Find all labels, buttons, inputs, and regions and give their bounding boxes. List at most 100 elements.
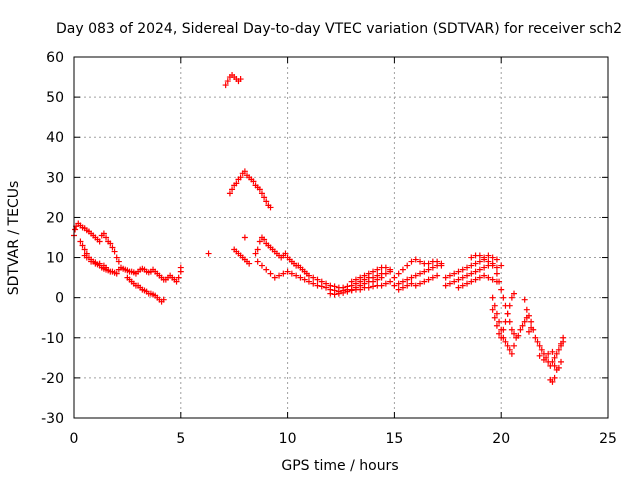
data-point	[83, 254, 90, 261]
data-point	[421, 268, 428, 275]
data-point	[521, 296, 528, 303]
data-point	[109, 244, 116, 251]
data-point	[77, 238, 84, 245]
data-point	[261, 236, 268, 243]
data-point	[540, 356, 547, 363]
data-point	[459, 274, 466, 281]
data-point	[288, 270, 295, 277]
data-point	[256, 186, 263, 193]
data-point	[224, 78, 231, 85]
data-point	[519, 322, 526, 329]
data-point	[511, 290, 518, 297]
data-point	[489, 276, 496, 283]
data-point	[348, 278, 355, 285]
data-point	[412, 256, 419, 263]
data-point	[258, 262, 265, 269]
data-point	[489, 254, 496, 261]
y-tick-label: 60	[46, 50, 64, 66]
data-point	[81, 246, 88, 253]
data-point	[472, 260, 479, 267]
plot-frame	[73, 56, 609, 419]
data-point	[276, 272, 283, 279]
x-tick-label: 0	[70, 431, 79, 447]
data-point	[301, 276, 308, 283]
data-point	[491, 302, 498, 309]
data-point	[205, 250, 212, 257]
data-point	[408, 274, 415, 281]
data-point	[293, 272, 300, 279]
data-point	[536, 352, 543, 359]
data-point	[523, 306, 530, 313]
data-point	[297, 274, 304, 281]
data-point	[455, 268, 462, 275]
data-point	[246, 260, 253, 267]
data-point	[222, 82, 229, 89]
data-point	[425, 260, 432, 267]
data-point	[387, 266, 394, 273]
data-point	[370, 268, 377, 275]
y-tick-label: -20	[41, 371, 64, 387]
data-point	[252, 250, 259, 257]
data-point	[500, 294, 507, 301]
data-point	[493, 256, 500, 263]
data-point	[425, 266, 432, 273]
chart-title: Day 083 of 2024, Sidereal Day-to-day VTE…	[56, 21, 622, 37]
data-point	[361, 272, 368, 279]
data-point	[496, 278, 503, 285]
data-point	[263, 266, 270, 273]
grid-lines	[74, 57, 608, 418]
data-point	[111, 248, 118, 255]
data-point	[250, 178, 257, 185]
data-point	[489, 262, 496, 269]
data-point	[352, 276, 359, 283]
data-point	[399, 278, 406, 285]
data-point	[318, 283, 325, 290]
data-point	[103, 234, 110, 241]
data-point	[282, 250, 289, 257]
data-point	[481, 264, 488, 271]
data-point	[472, 276, 479, 283]
data-point	[493, 322, 500, 329]
data-point	[551, 354, 558, 361]
data-point	[506, 346, 513, 353]
data-point	[498, 262, 505, 269]
data-point	[314, 276, 321, 283]
data-point	[525, 328, 532, 335]
data-point	[525, 312, 532, 319]
data-point	[229, 186, 236, 193]
data-point	[538, 346, 545, 353]
data-point	[493, 270, 500, 277]
data-point	[476, 252, 483, 259]
data-point	[103, 264, 110, 271]
data-point	[451, 270, 458, 277]
y-tick-label: 40	[46, 130, 64, 146]
y-tick-label: 20	[46, 210, 64, 226]
x-tick-label: 25	[599, 431, 617, 447]
data-point	[271, 274, 278, 281]
data-point	[451, 278, 458, 285]
data-point	[96, 260, 103, 267]
data-point	[233, 180, 240, 187]
x-tick-label: 20	[492, 431, 510, 447]
data-point	[504, 310, 511, 317]
data-point	[314, 282, 321, 289]
data-point	[464, 280, 471, 287]
x-tick-label: 5	[176, 431, 185, 447]
data-point	[173, 278, 180, 285]
data-point	[545, 350, 552, 357]
data-point	[481, 272, 488, 279]
data-point	[534, 338, 541, 345]
data-point	[241, 168, 248, 175]
data-point	[468, 254, 475, 261]
data-point	[455, 284, 462, 291]
data-point	[493, 264, 500, 271]
data-point	[256, 238, 263, 245]
x-tick-label: 10	[279, 431, 297, 447]
data-point	[100, 230, 107, 237]
axis-ticks: 0 5 10 15 20 25 -30 -20 -10 0 10 20 30 40 50 60	[41, 50, 617, 447]
data-point	[382, 270, 389, 277]
data-point	[357, 286, 364, 293]
data-point	[472, 268, 479, 275]
data-point	[79, 242, 86, 249]
